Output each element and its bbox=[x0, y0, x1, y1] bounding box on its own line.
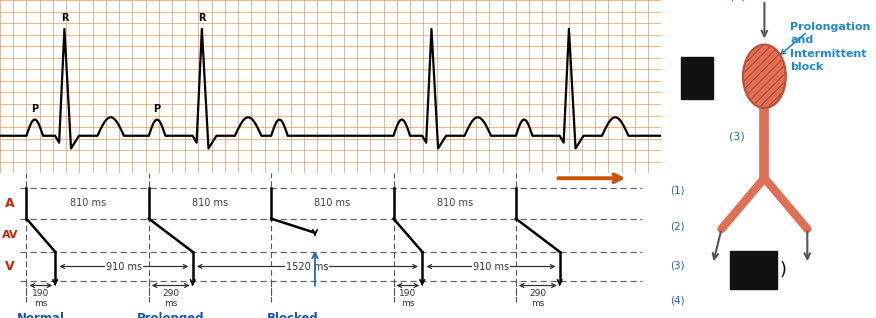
Text: Prolongation
and
Intermittent
block: Prolongation and Intermittent block bbox=[790, 22, 871, 72]
Text: AV: AV bbox=[2, 230, 18, 240]
Text: (1): (1) bbox=[730, 0, 745, 2]
Text: Prolonged: Prolonged bbox=[137, 312, 204, 318]
Text: A: A bbox=[5, 197, 15, 210]
Text: 190
ms: 190 ms bbox=[399, 288, 416, 308]
Text: (3): (3) bbox=[729, 132, 745, 142]
Text: ): ) bbox=[780, 261, 787, 279]
Text: (1): (1) bbox=[670, 186, 684, 196]
Text: 910 ms: 910 ms bbox=[473, 261, 509, 272]
FancyBboxPatch shape bbox=[730, 251, 777, 289]
Text: Normal: Normal bbox=[17, 312, 65, 318]
Circle shape bbox=[743, 45, 786, 108]
Text: 290
ms: 290 ms bbox=[529, 288, 547, 308]
Text: (4): (4) bbox=[670, 296, 684, 306]
FancyBboxPatch shape bbox=[681, 57, 713, 99]
Text: 290
ms: 290 ms bbox=[162, 288, 180, 308]
Text: P: P bbox=[31, 104, 38, 114]
Text: 810 ms: 810 ms bbox=[69, 198, 106, 208]
Text: V: V bbox=[5, 260, 15, 273]
Text: R: R bbox=[198, 13, 206, 23]
Text: 810 ms: 810 ms bbox=[314, 198, 350, 208]
Text: 910 ms: 910 ms bbox=[106, 261, 142, 272]
Text: 810 ms: 810 ms bbox=[192, 198, 228, 208]
Text: (2): (2) bbox=[670, 222, 684, 232]
Text: 810 ms: 810 ms bbox=[436, 198, 473, 208]
Text: (3): (3) bbox=[670, 261, 684, 271]
Text: 190
ms: 190 ms bbox=[32, 288, 49, 308]
Text: R: R bbox=[60, 13, 68, 23]
Text: P: P bbox=[153, 104, 160, 114]
Text: Blocked: Blocked bbox=[267, 312, 319, 318]
Text: 1520 ms: 1520 ms bbox=[286, 261, 328, 272]
